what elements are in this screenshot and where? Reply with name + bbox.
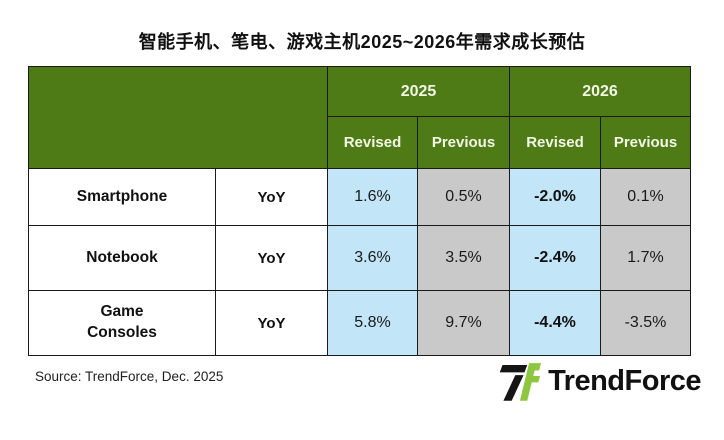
- value-cell: 3.5%: [417, 225, 510, 291]
- table-corner-cell: [28, 66, 328, 169]
- metric-cell: YoY: [215, 290, 328, 356]
- year-header-2025: 2025: [327, 66, 510, 117]
- metric-cell: YoY: [215, 225, 328, 291]
- value-cell: 0.1%: [600, 168, 691, 226]
- product-cell: Smartphone: [28, 168, 216, 226]
- value-cell: -2.0%: [509, 168, 601, 226]
- product-cell: Notebook: [28, 225, 216, 291]
- metric-cell: YoY: [215, 168, 328, 226]
- trendforce-logo-icon: [497, 362, 542, 401]
- subheader-2026-previous: Previous: [600, 116, 691, 169]
- value-cell: 5.8%: [327, 290, 418, 356]
- year-header-row: 2025 2026: [28, 66, 691, 169]
- table-row-smartphone: Smartphone YoY 1.6% 0.5% -2.0% 0.1%: [28, 168, 691, 226]
- sub-header-row: Revised Previous Revised Previous: [29, 116, 691, 169]
- value-cell: -2.4%: [509, 225, 601, 291]
- subheader-2025-revised: Revised: [327, 116, 418, 169]
- subheader-2026-revised: Revised: [509, 116, 601, 169]
- value-cell: 1.6%: [327, 168, 418, 226]
- subheader-2025-previous: Previous: [417, 116, 510, 169]
- forecast-table: 2025 2026 Revised Previous Revised Previ…: [28, 66, 691, 356]
- year-header-2026: 2026: [509, 66, 691, 117]
- value-cell: -3.5%: [600, 290, 691, 356]
- page-title: 智能手机、笔电、游戏主机2025~2026年需求成长预估: [138, 32, 586, 52]
- value-cell: 9.7%: [417, 290, 510, 356]
- source-text: Source: TrendForce, Dec. 2025: [35, 369, 224, 384]
- trendforce-logo-text: TrendForce: [548, 365, 701, 397]
- value-cell: -4.4%: [509, 290, 601, 356]
- trendforce-logo: TrendForce: [497, 362, 701, 401]
- table-row-notebook: Notebook YoY 3.6% 3.5% -2.4% 1.7%: [28, 225, 691, 291]
- table-row-game-consoles: Game Consoles YoY 5.8% 9.7% -4.4% -3.5%: [28, 290, 691, 356]
- value-cell: 1.7%: [600, 225, 691, 291]
- product-cell: Game Consoles: [28, 290, 216, 356]
- value-cell: 3.6%: [327, 225, 418, 291]
- value-cell: 0.5%: [417, 168, 510, 226]
